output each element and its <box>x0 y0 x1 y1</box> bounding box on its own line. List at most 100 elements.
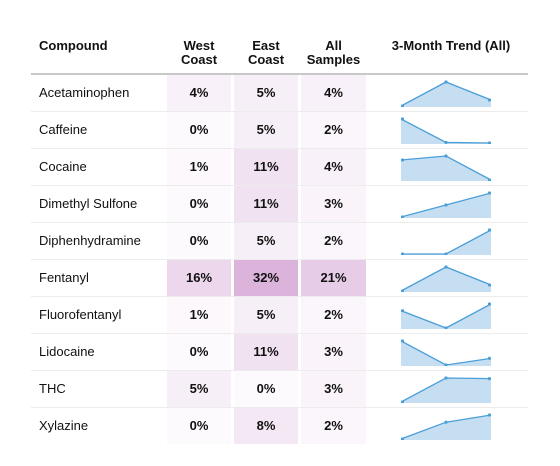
table-row: Fluorofentanyl 1% 5% 2% <box>31 297 528 334</box>
sparkline-area <box>401 82 491 107</box>
sparkline-point <box>444 80 448 84</box>
sparkline-point <box>401 117 405 121</box>
trend-sparkline <box>401 153 491 181</box>
west-coast-value: 16% <box>167 260 231 296</box>
sparkline-point <box>487 98 491 102</box>
all-samples-value: 4% <box>301 75 366 111</box>
sparkline-area <box>401 119 491 144</box>
west-coast-value: 5% <box>167 371 231 407</box>
all-samples-value: 2% <box>301 112 366 148</box>
sparkline-point <box>487 356 491 360</box>
header-compound: Compound <box>39 38 108 53</box>
table-row: Fentanyl 16% 32% 21% <box>31 260 528 297</box>
sparkline-point <box>487 191 491 195</box>
east-coast-value: 8% <box>234 408 298 444</box>
trend-sparkline <box>401 190 491 218</box>
sparkline-point <box>444 154 448 158</box>
sparkline-point <box>487 178 491 181</box>
header-all-line2: Samples <box>306 52 361 67</box>
compound-name: Cocaine <box>39 159 87 174</box>
trend-sparkline <box>401 412 491 440</box>
header-west-coast: West Coast <box>167 39 231 67</box>
header-east-line2: Coast <box>247 52 285 67</box>
all-samples-value: 4% <box>301 149 366 185</box>
east-coast-value: 5% <box>234 112 298 148</box>
sparkline-point <box>487 283 491 287</box>
compound-name: Caffeine <box>39 122 88 137</box>
east-coast-value: 11% <box>234 149 298 185</box>
table-row: Diphenhydramine 0% 5% 2% <box>31 223 528 260</box>
all-samples-value: 2% <box>301 408 366 444</box>
sparkline-point <box>487 141 491 144</box>
east-coast-value: 0% <box>234 371 298 407</box>
sparkline-point <box>401 158 405 162</box>
sparkline-point <box>444 376 448 380</box>
trend-sparkline <box>401 79 491 107</box>
sparkline-area <box>401 378 491 403</box>
west-coast-value: 0% <box>167 223 231 259</box>
sparkline-point <box>401 215 405 218</box>
east-coast-value: 5% <box>234 297 298 333</box>
west-coast-value: 0% <box>167 408 231 444</box>
west-coast-value: 4% <box>167 75 231 111</box>
sparkline-point <box>401 339 405 343</box>
header-west-line2: Coast <box>180 52 218 67</box>
west-coast-value: 0% <box>167 186 231 222</box>
east-coast-value: 11% <box>234 186 298 222</box>
compound-name: Diphenhydramine <box>39 233 141 248</box>
table-row: Caffeine 0% 5% 2% <box>31 112 528 149</box>
trend-sparkline <box>401 227 491 255</box>
trend-sparkline <box>401 338 491 366</box>
compound-name: Acetaminophen <box>39 85 130 100</box>
west-coast-value: 0% <box>167 334 231 370</box>
table-row: THC 5% 0% 3% <box>31 371 528 408</box>
compound-name: THC <box>39 381 66 396</box>
all-samples-value: 3% <box>301 371 366 407</box>
table-row: Lidocaine 0% 11% 3% <box>31 334 528 371</box>
trend-sparkline <box>401 116 491 144</box>
sparkline-point <box>487 302 491 306</box>
east-coast-value: 5% <box>234 75 298 111</box>
sparkline-area <box>401 415 491 440</box>
compound-name: Xylazine <box>39 418 89 433</box>
compound-name: Lidocaine <box>39 344 95 359</box>
all-samples-value: 21% <box>301 260 366 296</box>
trend-sparkline <box>401 375 491 403</box>
sparkline-area <box>401 156 491 181</box>
sparkline-area <box>401 341 491 366</box>
table-row: Acetaminophen 4% 5% 4% <box>31 75 528 112</box>
compound-name: Fluorofentanyl <box>39 307 122 322</box>
trend-sparkline <box>401 301 491 329</box>
sparkline-point <box>401 104 405 107</box>
compound-name: Dimethyl Sulfone <box>39 196 138 211</box>
sparkline-point <box>487 377 491 381</box>
sparkline-point <box>487 228 491 232</box>
sparkline-point <box>401 309 405 313</box>
sparkline-point <box>487 413 491 417</box>
all-samples-value: 2% <box>301 297 366 333</box>
table-header: Compound West Coast East Coast All Sampl… <box>31 34 528 75</box>
header-trend: 3-Month Trend (All) <box>391 38 511 53</box>
compound-prevalence-table: Compound West Coast East Coast All Sampl… <box>31 34 528 444</box>
sparkline-point <box>401 289 405 292</box>
sparkline-area <box>401 230 491 255</box>
sparkline-point <box>444 420 448 424</box>
sparkline-point <box>401 252 405 255</box>
east-coast-value: 11% <box>234 334 298 370</box>
sparkline-point <box>401 400 405 403</box>
table-body: Acetaminophen 4% 5% 4% Caffeine 0% 5% 2% Cocaine… <box>31 75 528 444</box>
all-samples-value: 3% <box>301 186 366 222</box>
west-coast-value: 1% <box>167 297 231 333</box>
sparkline-point <box>401 437 405 440</box>
header-west-line1: West <box>183 38 215 53</box>
sparkline-point <box>444 363 448 366</box>
west-coast-value: 1% <box>167 149 231 185</box>
header-east-line1: East <box>252 38 280 53</box>
trend-sparkline <box>401 264 491 292</box>
header-all-samples: All Samples <box>301 39 366 67</box>
sparkline-point <box>444 252 448 255</box>
sparkline-point <box>444 265 448 269</box>
east-coast-value: 32% <box>234 260 298 296</box>
sparkline-point <box>444 203 448 207</box>
table-row: Dimethyl Sulfone 0% 11% 3% <box>31 186 528 223</box>
